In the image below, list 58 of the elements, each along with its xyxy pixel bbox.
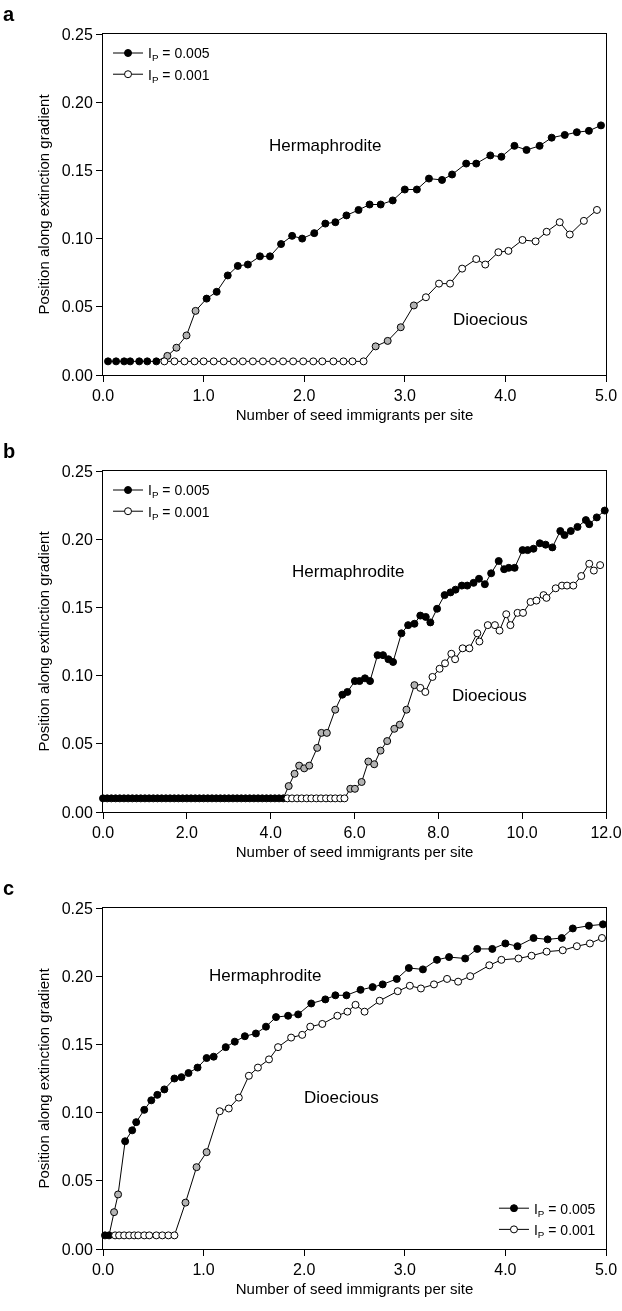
x-tick-label: 3.0 (393, 1261, 417, 1279)
x-tick-label: 4.0 (494, 387, 517, 405)
y-axis-title: Position along extinction gradient (34, 93, 52, 315)
x-tick-label: 8.0 (427, 824, 450, 842)
y-tick-label: 0.00 (61, 1240, 93, 1258)
y-tick-label: 0.00 (61, 803, 93, 821)
legend-label: I$_{P}$ = 0.001 (533, 1221, 596, 1240)
y-tick-label: 0.20 (61, 967, 93, 985)
chart-title: b (3, 439, 16, 462)
x-tick-label: 1.0 (192, 1261, 215, 1279)
y-tick-label: 0.05 (61, 298, 93, 316)
x-tick-label: 5.0 (594, 1261, 618, 1279)
x-axis-title: Number of seed immigrants per site (235, 843, 474, 861)
y-tick-label: 0.15 (61, 1036, 93, 1053)
y-tick-label: 0.05 (61, 735, 93, 753)
annotation: Dioecious (452, 686, 527, 705)
legend-label: I$_{P}$ = 0.005 (148, 482, 210, 501)
annotation: Hermaphrodite (292, 562, 405, 581)
y-axis-title: Position along extinction gradient (34, 530, 52, 752)
annotation: Hermaphrodite (269, 136, 382, 155)
legend-label: I$_{P}$ = 0.005 (148, 45, 210, 64)
y-tick-label: 0.10 (61, 667, 93, 685)
x-tick-label: 1.0 (192, 387, 215, 405)
chart-title: c (3, 876, 15, 899)
x-tick-label: 2.0 (293, 387, 316, 405)
y-axis-title: Position along extinction gradient (34, 967, 52, 1189)
legend-label: I$_{P}$ = 0.001 (148, 503, 210, 522)
x-tick-label: 0.0 (91, 387, 115, 405)
y-tick-label: 0.25 (61, 462, 93, 480)
legend-label: I$_{P}$ = 0.005 (533, 1200, 596, 1219)
x-tick-label: 3.0 (393, 387, 417, 405)
y-tick-label: 0.15 (61, 599, 93, 616)
y-tick-label: 0.20 (61, 530, 93, 548)
x-tick-label: 4.0 (259, 824, 282, 842)
y-tick-label: 0.05 (61, 1172, 93, 1190)
y-tick-label: 0.25 (61, 899, 93, 917)
x-tick-label: 2.0 (293, 1261, 316, 1279)
y-tick-label: 0.25 (61, 25, 93, 43)
y-tick-label: 0.15 (61, 162, 93, 179)
x-tick-label: 0.0 (91, 824, 115, 842)
x-tick-label: 6.0 (343, 824, 366, 842)
x-axis-title: Number of seed immigrants per site (235, 1280, 474, 1298)
y-tick-label: 0.00 (61, 366, 93, 384)
x-tick-label: 12.0 (590, 824, 622, 842)
annotation: Dioecious (453, 310, 528, 329)
x-tick-label: 4.0 (494, 1261, 517, 1279)
annotation: Dioecious (304, 1088, 379, 1107)
x-axis-title: Number of seed immigrants per site (235, 406, 474, 424)
chart-title: a (3, 2, 16, 25)
y-tick-label: 0.10 (61, 1104, 93, 1122)
y-tick-label: 0.10 (61, 230, 93, 248)
annotation: Hermaphrodite (209, 966, 322, 985)
y-tick-label: 0.20 (61, 93, 93, 111)
legend-label: I$_{P}$ = 0.001 (148, 66, 210, 85)
x-tick-label: 5.0 (594, 387, 618, 405)
x-tick-label: 0.0 (91, 1261, 115, 1279)
x-tick-label: 2.0 (175, 824, 199, 842)
x-tick-label: 10.0 (506, 824, 538, 842)
